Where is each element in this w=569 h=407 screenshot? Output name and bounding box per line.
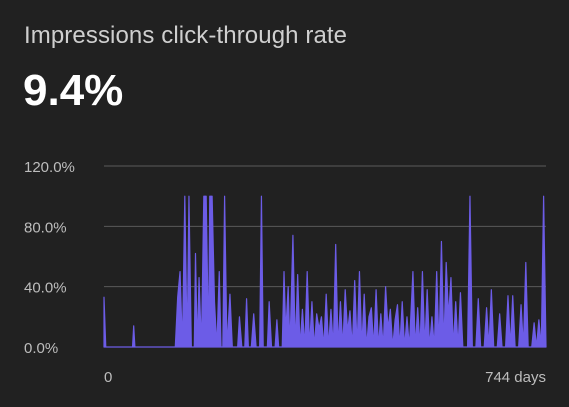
x-tick-label-start: 0 [104, 369, 112, 386]
x-tick-label-end: 744 days [485, 369, 546, 386]
plot-area [104, 196, 546, 347]
y-tick-label: 0.0% [24, 340, 58, 357]
y-axis: 0.0% 40.0% 80.0% 120.0% [24, 159, 75, 357]
y-tick-label: 120.0% [24, 159, 75, 176]
ctr-series-area [104, 196, 546, 347]
x-axis: 0 744 days [104, 369, 546, 386]
y-tick-label: 80.0% [24, 219, 67, 236]
y-tick-label: 40.0% [24, 280, 67, 297]
